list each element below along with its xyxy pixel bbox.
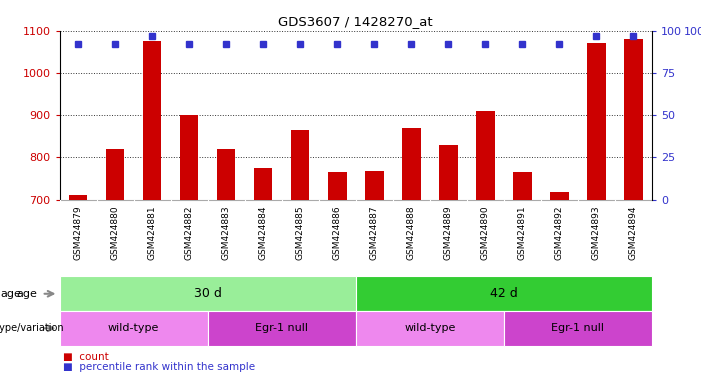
Bar [365, 171, 383, 200]
Text: GSM424891: GSM424891 [518, 205, 527, 260]
Bar [355, 311, 504, 346]
Text: age: age [16, 289, 37, 299]
Bar [328, 172, 346, 200]
Text: GSM424894: GSM424894 [629, 205, 638, 260]
Bar [624, 39, 643, 200]
Text: GSM424884: GSM424884 [259, 205, 268, 260]
Text: GSM424880: GSM424880 [111, 205, 120, 260]
Bar [207, 311, 355, 346]
Bar [550, 192, 569, 200]
Text: age: age [0, 289, 21, 299]
Text: ■  percentile rank within the sample: ■ percentile rank within the sample [63, 362, 255, 372]
Bar [402, 128, 421, 200]
Bar [180, 115, 198, 200]
Text: wild-type: wild-type [108, 323, 159, 333]
Text: GSM424886: GSM424886 [333, 205, 342, 260]
Text: GSM424885: GSM424885 [296, 205, 305, 260]
Text: GSM424881: GSM424881 [148, 205, 156, 260]
Bar [587, 43, 606, 200]
Bar [355, 276, 652, 311]
Text: GSM424893: GSM424893 [592, 205, 601, 260]
Y-axis label: 100%: 100% [683, 27, 701, 37]
Text: Egr-1 null: Egr-1 null [552, 323, 604, 333]
Bar [254, 168, 273, 200]
Text: GSM424882: GSM424882 [184, 205, 193, 260]
Text: wild-type: wild-type [404, 323, 456, 333]
Bar [504, 311, 652, 346]
Text: GSM424879: GSM424879 [74, 205, 83, 260]
Text: Egr-1 null: Egr-1 null [255, 323, 308, 333]
Bar [143, 41, 161, 200]
Text: GSM424890: GSM424890 [481, 205, 490, 260]
Text: GSM424892: GSM424892 [555, 205, 564, 260]
Text: GSM424883: GSM424883 [222, 205, 231, 260]
Text: 42 d: 42 d [490, 287, 518, 300]
Bar [69, 195, 88, 200]
Bar [439, 145, 458, 200]
Text: GSM424889: GSM424889 [444, 205, 453, 260]
Text: GSM424888: GSM424888 [407, 205, 416, 260]
Text: 30 d: 30 d [193, 287, 222, 300]
Text: genotype/variation: genotype/variation [0, 323, 64, 333]
Bar [60, 311, 207, 346]
Bar [513, 172, 531, 200]
Bar [217, 149, 236, 200]
Bar [60, 276, 355, 311]
Bar [291, 130, 309, 200]
Title: GDS3607 / 1428270_at: GDS3607 / 1428270_at [278, 15, 433, 28]
Bar [476, 111, 495, 200]
Text: GSM424887: GSM424887 [369, 205, 379, 260]
Text: ■  count: ■ count [63, 352, 109, 362]
Bar [106, 149, 124, 200]
